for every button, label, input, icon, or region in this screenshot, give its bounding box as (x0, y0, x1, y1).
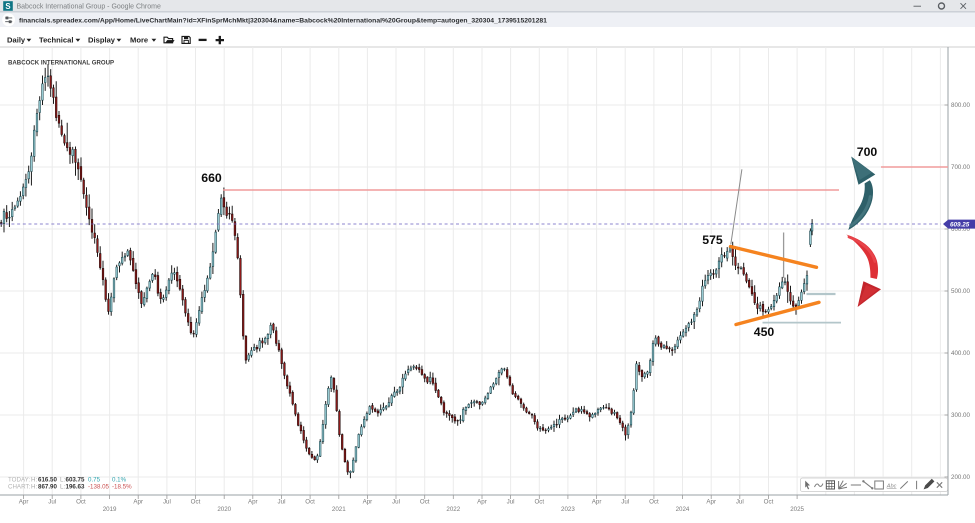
svg-text:H:: H: (31, 484, 37, 491)
svg-text:S: S (5, 2, 10, 11)
svg-text:Display: Display (88, 36, 116, 45)
svg-text:616.50: 616.50 (38, 477, 57, 484)
svg-text:Jul: Jul (392, 498, 400, 505)
svg-text:2019: 2019 (103, 506, 117, 513)
svg-text:TODAY:: TODAY: (8, 477, 30, 484)
svg-text:Apr: Apr (19, 498, 29, 505)
svg-text:400.00: 400.00 (951, 350, 970, 357)
svg-text:2024: 2024 (676, 506, 690, 513)
svg-text:L:: L: (60, 477, 65, 484)
svg-text:Oct: Oct (420, 498, 430, 505)
svg-text:2021: 2021 (332, 506, 346, 513)
svg-text:Daily: Daily (7, 36, 26, 45)
svg-text:-138.05: -138.05 (88, 484, 110, 491)
svg-text:200.00: 200.00 (951, 474, 970, 481)
svg-text:Babcock International Group -: Babcock International Group - Google Chr… (17, 4, 161, 11)
svg-text:Jul: Jul (48, 498, 56, 505)
svg-text:603.75: 603.75 (66, 477, 85, 484)
svg-text:Jul: Jul (621, 498, 629, 505)
svg-text:700: 700 (857, 145, 878, 159)
svg-text:CHART:: CHART: (8, 484, 31, 491)
svg-text:Jul: Jul (278, 498, 286, 505)
svg-text:Oct: Oct (191, 498, 201, 505)
svg-text:Oct: Oct (649, 498, 659, 505)
svg-text:2022: 2022 (446, 506, 460, 513)
svg-text:867.90: 867.90 (38, 484, 57, 491)
svg-text:Jul: Jul (507, 498, 515, 505)
svg-text:Jul: Jul (163, 498, 171, 505)
svg-text:500.00: 500.00 (951, 288, 970, 295)
svg-text:Oct: Oct (534, 498, 544, 505)
svg-text:Abc: Abc (886, 483, 897, 489)
svg-text:800.00: 800.00 (951, 102, 970, 109)
svg-text:More: More (130, 36, 148, 45)
svg-text:Apr: Apr (248, 498, 258, 505)
svg-text:Apr: Apr (592, 498, 602, 505)
svg-text:700.00: 700.00 (951, 164, 970, 171)
svg-text:Apr: Apr (477, 498, 487, 505)
svg-text:Oct: Oct (76, 498, 86, 505)
svg-text:660: 660 (201, 171, 222, 185)
svg-text:Jul: Jul (736, 498, 744, 505)
svg-text:BABCOCK INTERNATIONAL GROUP: BABCOCK INTERNATIONAL GROUP (8, 60, 114, 67)
svg-text:L:: L: (60, 484, 65, 491)
svg-text:575: 575 (702, 233, 723, 247)
svg-text:Oct: Oct (305, 498, 315, 505)
svg-text:609.25: 609.25 (950, 221, 970, 228)
svg-text:2020: 2020 (217, 506, 231, 513)
svg-text:300.00: 300.00 (951, 412, 970, 419)
svg-text:Apr: Apr (133, 498, 143, 505)
svg-text:Technical: Technical (39, 36, 73, 45)
svg-text:H:: H: (31, 477, 37, 484)
svg-text:-18.5%: -18.5% (112, 484, 132, 491)
svg-text:0.1%: 0.1% (112, 477, 127, 484)
svg-text:0.75: 0.75 (88, 477, 101, 484)
svg-text:600.00: 600.00 (951, 226, 970, 233)
svg-text:financials.spreadex.com/App/Ho: financials.spreadex.com/App/Home/LiveCha… (19, 17, 547, 24)
svg-text:196.63: 196.63 (66, 484, 85, 491)
svg-text:2023: 2023 (561, 506, 575, 513)
svg-text:450: 450 (754, 325, 775, 339)
svg-text:2025: 2025 (790, 506, 804, 513)
svg-text:Oct: Oct (764, 498, 774, 505)
svg-text:Apr: Apr (363, 498, 373, 505)
svg-text:Apr: Apr (706, 498, 716, 505)
